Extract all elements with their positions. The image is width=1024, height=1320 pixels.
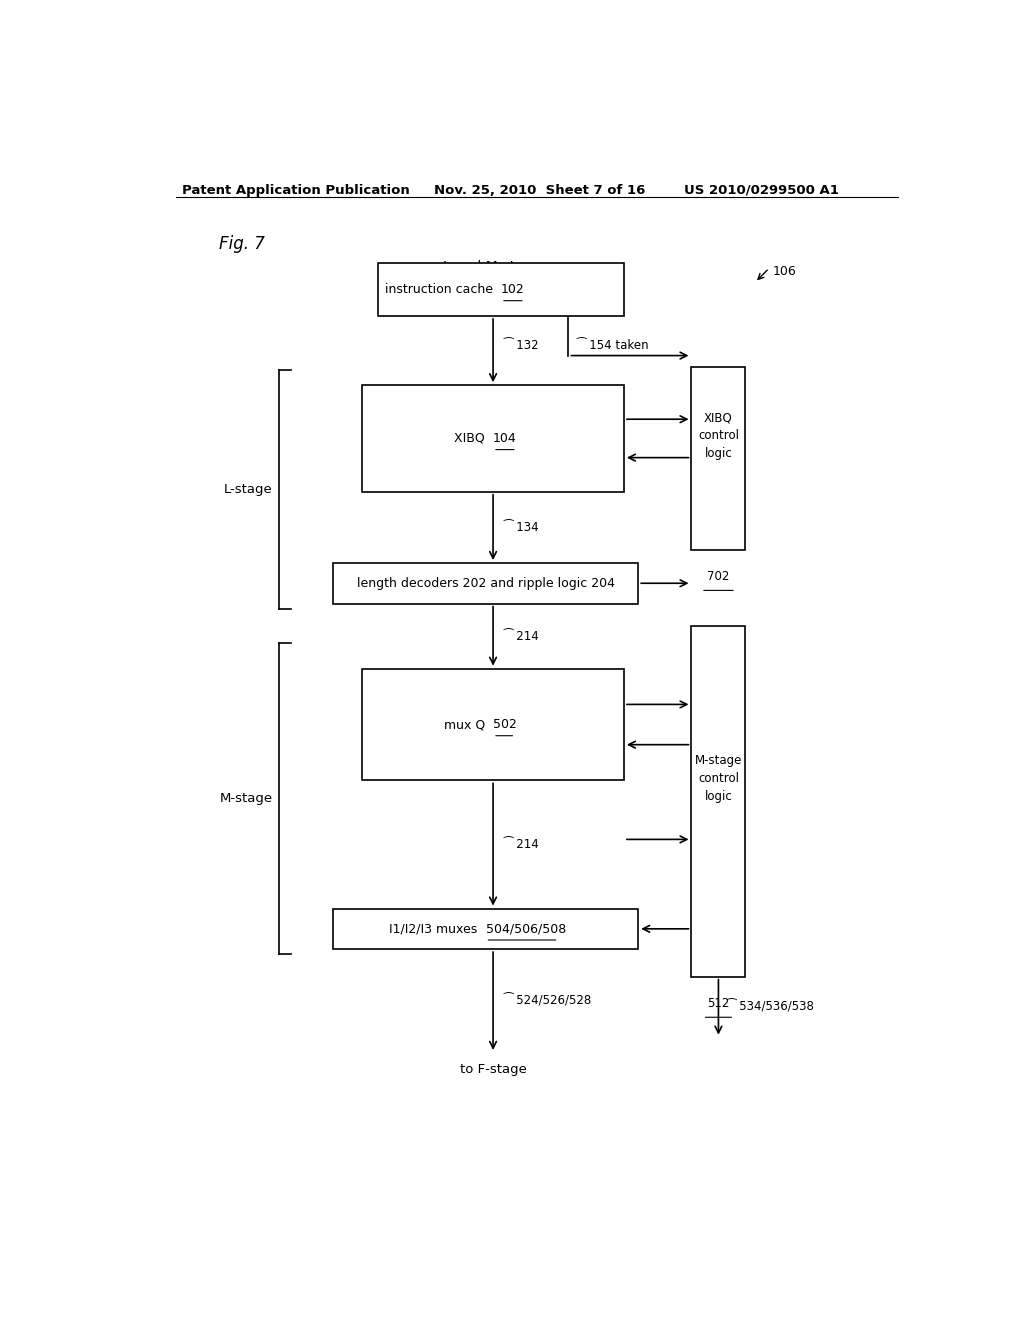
Text: ⁀ 154 taken: ⁀ 154 taken [577, 338, 649, 351]
Text: to F-stage: to F-stage [460, 1063, 526, 1076]
Text: ⁀ 534/536/538: ⁀ 534/536/538 [726, 1001, 814, 1014]
Text: L-stage: L-stage [223, 483, 272, 496]
Text: length decoders 202 and ripple logic 204: length decoders 202 and ripple logic 204 [356, 577, 614, 590]
Text: XIBQ: XIBQ [705, 411, 733, 424]
Text: ⁀ 132: ⁀ 132 [504, 339, 539, 352]
Text: control: control [698, 772, 739, 785]
Text: mux Q: mux Q [443, 718, 494, 731]
FancyBboxPatch shape [333, 908, 638, 949]
FancyBboxPatch shape [691, 367, 745, 549]
Text: 502: 502 [494, 718, 517, 731]
Text: logic: logic [705, 446, 732, 459]
Text: 504/506/508: 504/506/508 [485, 923, 566, 936]
FancyBboxPatch shape [333, 562, 638, 603]
Text: XIBQ: XIBQ [455, 432, 494, 445]
Text: L and M-stages: L and M-stages [442, 260, 548, 275]
FancyBboxPatch shape [691, 626, 745, 977]
Text: M-stage: M-stage [694, 754, 742, 767]
Text: 106: 106 [772, 265, 796, 279]
FancyBboxPatch shape [362, 669, 624, 780]
Text: control: control [698, 429, 739, 442]
Text: ⁀ 214: ⁀ 214 [504, 630, 539, 643]
Text: Nov. 25, 2010  Sheet 7 of 16: Nov. 25, 2010 Sheet 7 of 16 [433, 183, 645, 197]
Text: ⁀ 134: ⁀ 134 [504, 521, 539, 533]
Text: instruction cache: instruction cache [385, 282, 501, 296]
Text: 104: 104 [494, 432, 517, 445]
FancyBboxPatch shape [362, 385, 624, 492]
Text: I1/I2/I3 muxes: I1/I2/I3 muxes [389, 923, 485, 936]
Text: ⁀ 524/526/528: ⁀ 524/526/528 [504, 994, 592, 1007]
Text: logic: logic [705, 789, 732, 803]
Text: ⁀ 214: ⁀ 214 [504, 838, 539, 851]
Text: Patent Application Publication: Patent Application Publication [182, 183, 410, 197]
FancyBboxPatch shape [378, 263, 624, 315]
Text: 512: 512 [708, 997, 730, 1010]
Text: 702: 702 [708, 570, 730, 583]
Text: 102: 102 [501, 282, 524, 296]
Text: M-stage: M-stage [219, 792, 272, 805]
Text: Fig. 7: Fig. 7 [219, 235, 265, 252]
Text: US 2010/0299500 A1: US 2010/0299500 A1 [684, 183, 839, 197]
